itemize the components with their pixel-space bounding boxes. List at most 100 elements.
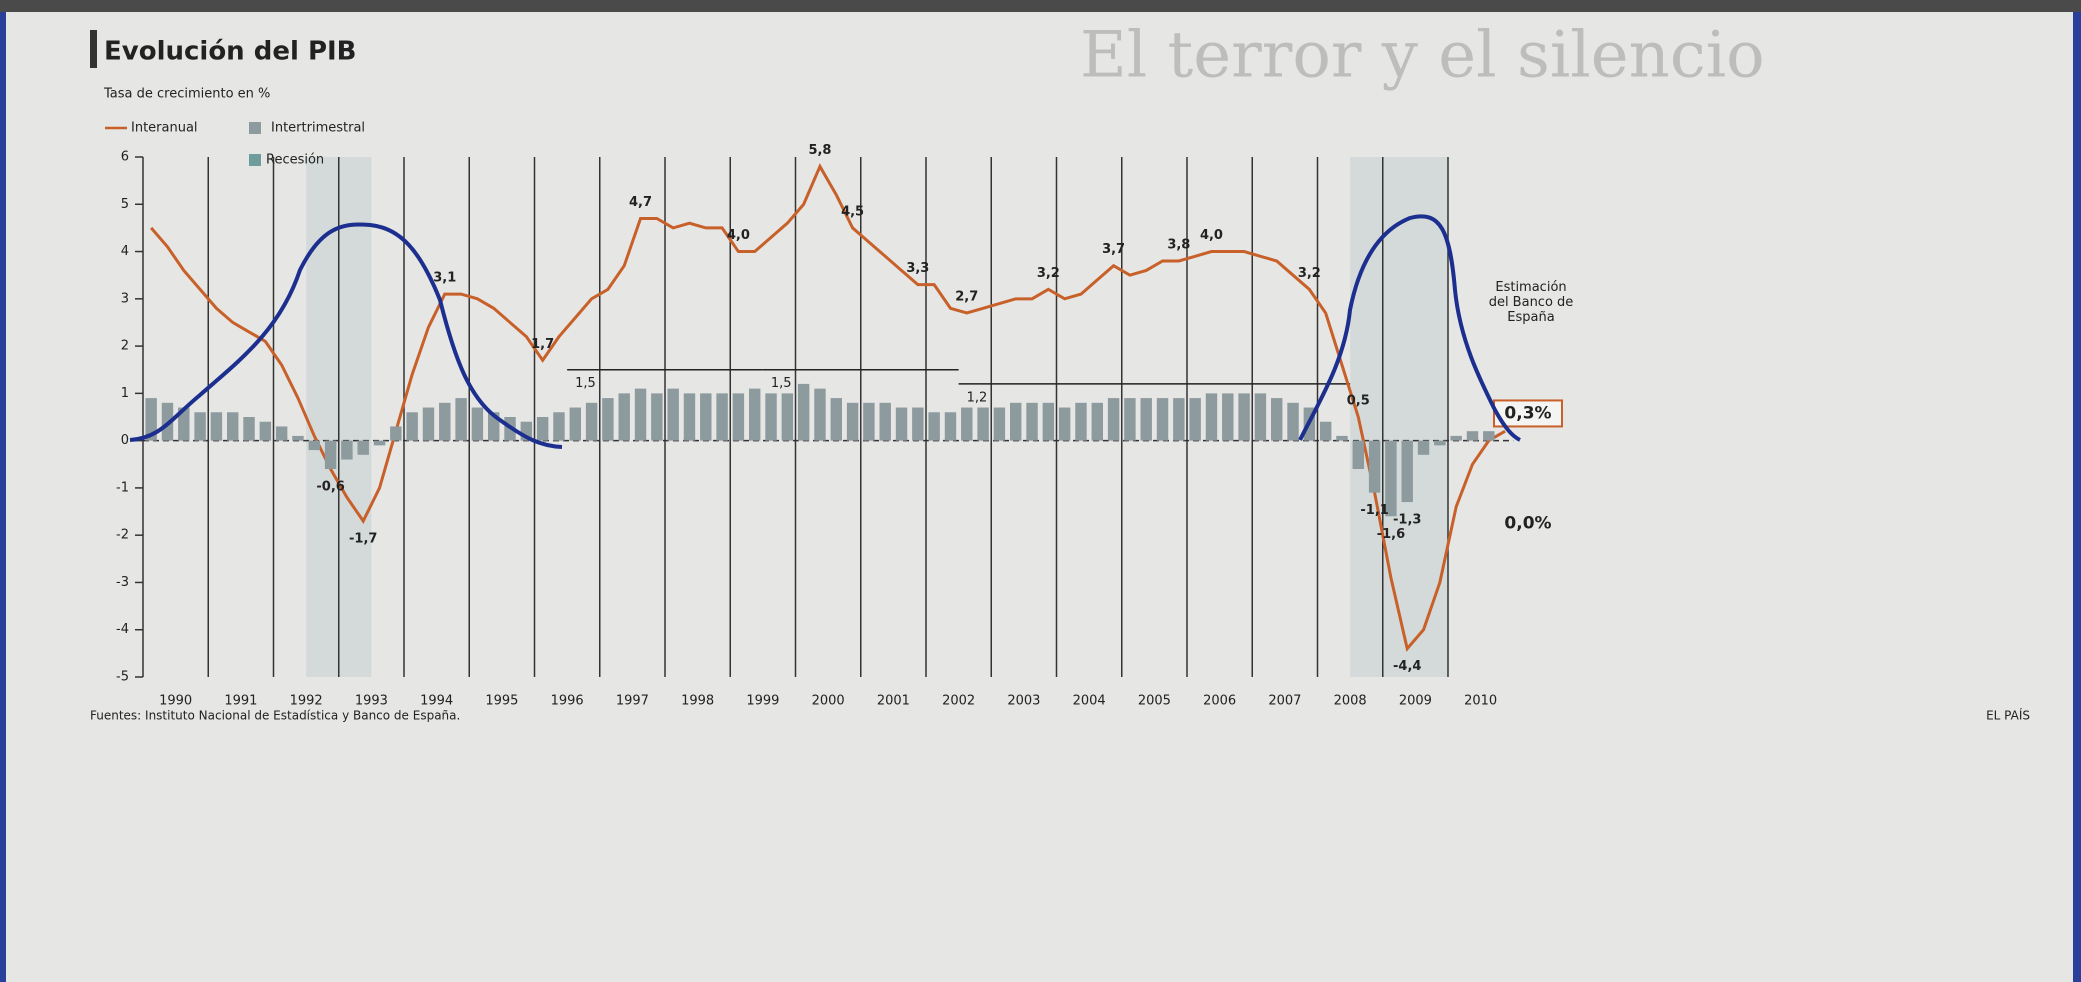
bar: [194, 412, 206, 441]
bar: [553, 412, 565, 441]
right-border: [2073, 12, 2081, 982]
x-tick-label: 2001: [877, 694, 910, 709]
x-tick-label: 2002: [942, 694, 975, 709]
bar: [341, 440, 353, 460]
value-label: 4,7: [629, 195, 652, 210]
bar: [536, 417, 549, 441]
bar: [814, 388, 826, 441]
x-tick-label: 2006: [1203, 694, 1236, 709]
x-tick-label: 2005: [1138, 694, 1171, 709]
title-marker: [90, 30, 97, 68]
x-tick-label: 2010: [1464, 694, 1497, 709]
bar: [618, 393, 630, 441]
credit: EL PAÍS: [1986, 708, 2030, 723]
y-tick-label: 0: [121, 433, 129, 448]
value-label: 3,7: [1102, 242, 1125, 257]
chart-subtitle: Tasa de crecimiento en %: [103, 87, 270, 102]
background-headline: El terror y el silencio: [1080, 19, 1765, 93]
bar: [1205, 393, 1218, 441]
y-tick-label: 3: [121, 291, 129, 306]
x-tick-label: 1990: [159, 694, 192, 709]
bar: [1466, 431, 1479, 441]
x-tick-label: 1993: [355, 694, 388, 709]
value-label: -1,1: [1360, 503, 1388, 518]
estimate-label: 0,0%: [1504, 514, 1551, 534]
bar: [1352, 440, 1364, 469]
value-label: -0,6: [316, 480, 344, 495]
bar: [585, 402, 598, 441]
bar: [912, 407, 924, 441]
bar: [455, 398, 467, 441]
value-label: 3,1: [433, 271, 456, 286]
bar: [879, 402, 891, 441]
hand-drawn-recession-curve: [1298, 214, 1521, 442]
line: [150, 163, 1506, 652]
bar: [243, 417, 255, 441]
x-tick-label: 1995: [485, 694, 518, 709]
bar: [1058, 407, 1071, 441]
bar: [520, 421, 533, 441]
bar: [308, 440, 320, 451]
y-tick-label: 5: [121, 197, 129, 212]
legend-label: Interanual: [131, 121, 198, 136]
bar: [732, 393, 745, 441]
value-label: 4,0: [1200, 228, 1223, 243]
legend-label: Intertrimestral: [271, 121, 365, 136]
bar: [961, 407, 973, 441]
bar: [1368, 440, 1381, 493]
bar: [357, 440, 369, 455]
reference-label: 1,2: [967, 390, 988, 405]
chart-title: Evolución del PIB: [104, 37, 357, 67]
bar: [1107, 398, 1120, 441]
x-tick-label: 1998: [681, 694, 714, 709]
y-tick-label: 6: [121, 150, 129, 165]
hand-drawn-recession-curve: [129, 222, 563, 449]
x-tick-label: 1992: [290, 694, 323, 709]
left-border: [0, 12, 6, 982]
value-label: 2,7: [955, 290, 978, 305]
y-tick-label: -4: [116, 622, 129, 637]
reference-label: 1,5: [575, 376, 596, 391]
x-tick-label: 2009: [1399, 694, 1432, 709]
bar: [651, 393, 663, 441]
y-tick-label: -1: [116, 480, 129, 495]
x-tick-label: 1994: [420, 694, 453, 709]
bar: [977, 407, 989, 441]
x-tick-label: 1991: [224, 694, 257, 709]
top-bar: [0, 0, 2081, 12]
bar: [1401, 440, 1413, 503]
bar: [488, 412, 500, 441]
estimate-box: [1493, 399, 1563, 428]
bar: [210, 412, 223, 441]
bar: [716, 393, 728, 441]
bar: [227, 412, 239, 441]
bar: [259, 421, 272, 441]
bar: [569, 407, 581, 441]
bar: [145, 398, 157, 441]
bar: [373, 440, 386, 446]
value-label: 0,5: [1347, 394, 1370, 409]
source: Fuentes: Instituto Nacional de Estadísti…: [90, 709, 460, 723]
legend-label: Recesión: [266, 153, 324, 168]
value-label: 3,2: [1037, 266, 1060, 281]
x-tick-label: 1996: [551, 694, 584, 709]
y-tick-label: -3: [116, 575, 129, 590]
bar: [292, 435, 304, 441]
bar: [422, 407, 435, 441]
value-label: 4,0: [727, 228, 750, 243]
bar: [602, 398, 614, 441]
bar: [439, 402, 451, 441]
x-tick-label: 1997: [616, 694, 649, 709]
bar: [928, 412, 940, 441]
y-tick-label: 4: [121, 244, 129, 259]
bar: [781, 393, 794, 441]
bar: [846, 402, 859, 441]
bar: [797, 383, 810, 441]
bar: [1189, 398, 1201, 441]
bar: [178, 407, 190, 441]
bar: [275, 426, 288, 441]
y-tick-label: -5: [116, 670, 129, 685]
y-tick-label: 2: [121, 339, 129, 354]
x-tick-label: 2008: [1334, 694, 1367, 709]
